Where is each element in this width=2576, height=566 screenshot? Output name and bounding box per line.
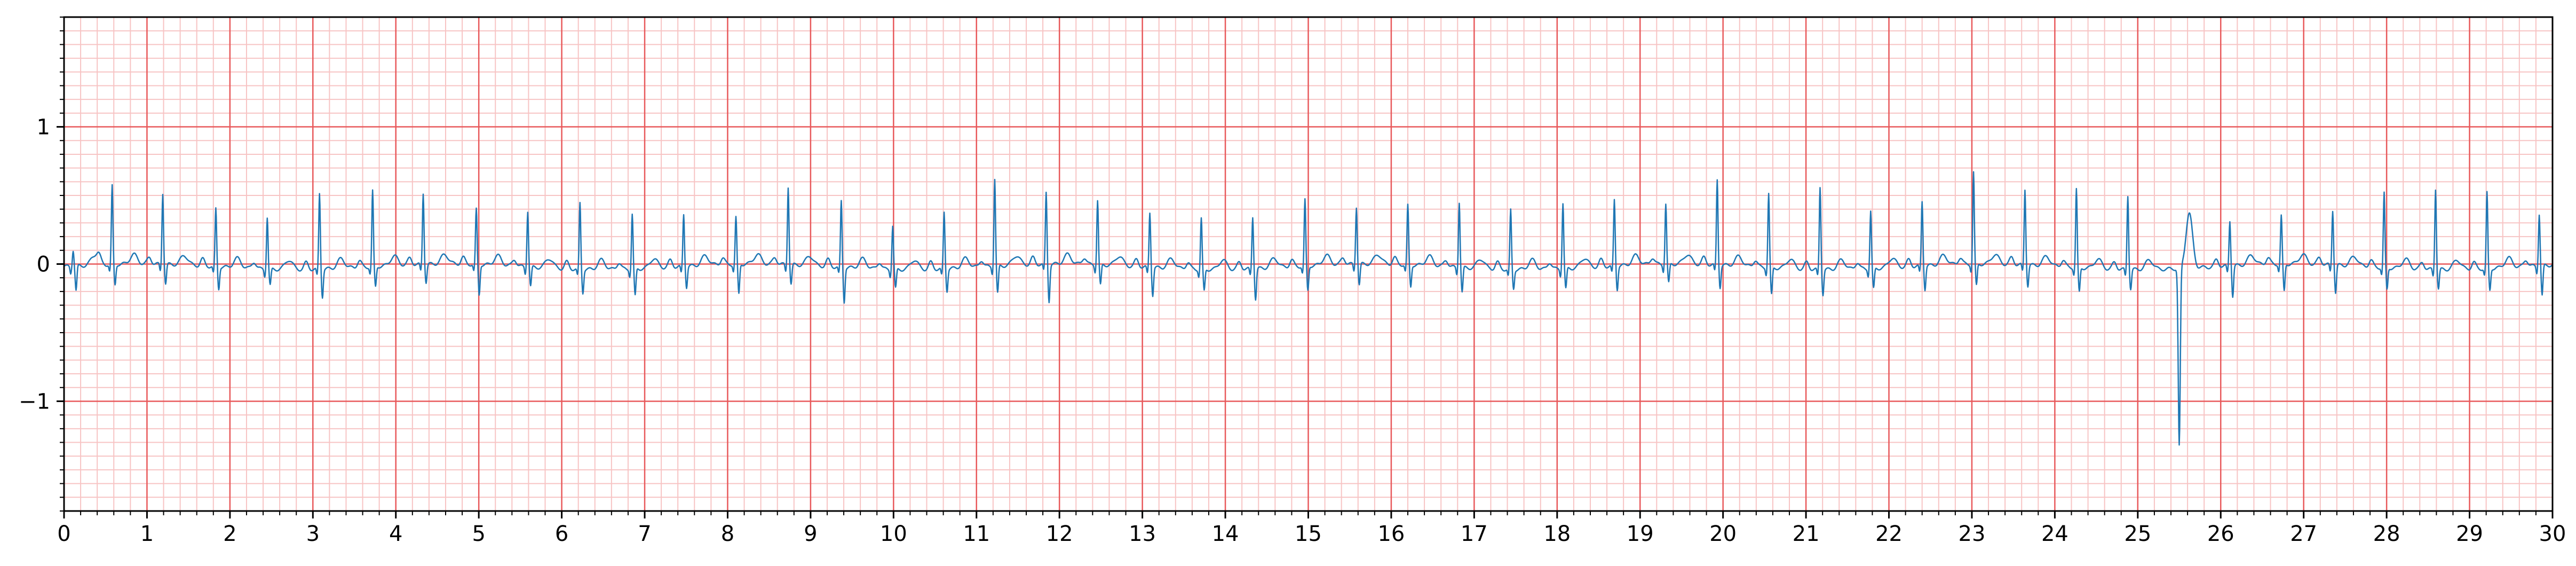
x-tick-label: 28 (2373, 522, 2400, 546)
x-tick-label: 7 (638, 522, 651, 546)
x-tick-label: 25 (2124, 522, 2151, 546)
y-tick-label: 1 (37, 115, 50, 140)
x-axis-ticks: 0 1 2 3 4 5 6 7 8 9 10 11 12 13 14 15 16 17 18 19 20 21 22 23 24… (57, 511, 2566, 546)
x-tick-label: 5 (472, 522, 485, 546)
x-tick-label: 12 (1046, 522, 1073, 546)
x-tick-label: 15 (1295, 522, 1322, 546)
x-tick-label: 14 (1212, 522, 1239, 546)
x-tick-label: 0 (57, 522, 70, 546)
x-tick-label: 24 (2041, 522, 2068, 546)
x-tick-label: 8 (721, 522, 734, 546)
y-axis-ticks: −1 0 1 (19, 17, 64, 512)
x-tick-label: 26 (2207, 522, 2234, 546)
x-tick-label: 9 (804, 522, 817, 546)
x-tick-label: 13 (1129, 522, 1156, 546)
x-tick-label: 6 (555, 522, 568, 546)
y-tick-label: 0 (37, 253, 50, 277)
x-tick-label: 2 (223, 522, 236, 546)
x-tick-label: 10 (880, 522, 907, 546)
x-tick-label: 21 (1793, 522, 1820, 546)
x-tick-label: 4 (389, 522, 402, 546)
x-tick-label: 11 (963, 522, 990, 546)
major-gridlines (63, 17, 2554, 511)
x-tick-label: 27 (2290, 522, 2317, 546)
x-tick-label: 22 (1875, 522, 1903, 546)
x-tick-label: 16 (1377, 522, 1405, 546)
x-tick-label: 20 (1709, 522, 1737, 546)
x-tick-label: 18 (1543, 522, 1571, 546)
x-tick-label: 1 (140, 522, 154, 546)
x-tick-label: 17 (1461, 522, 1488, 546)
x-tick-label: 29 (2456, 522, 2483, 546)
signal-layer (64, 171, 2554, 446)
x-tick-label: 30 (2539, 522, 2566, 546)
y-tick-label: −1 (19, 389, 50, 414)
ecg-signal-line (64, 171, 2554, 446)
x-tick-label: 3 (306, 522, 320, 546)
x-tick-label: 19 (1627, 522, 1654, 546)
x-tick-label: 23 (1959, 522, 1986, 546)
